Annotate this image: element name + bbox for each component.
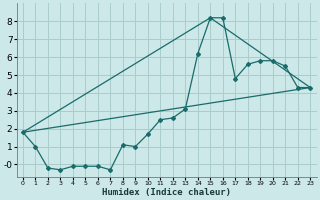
X-axis label: Humidex (Indice chaleur): Humidex (Indice chaleur) [102,188,231,197]
